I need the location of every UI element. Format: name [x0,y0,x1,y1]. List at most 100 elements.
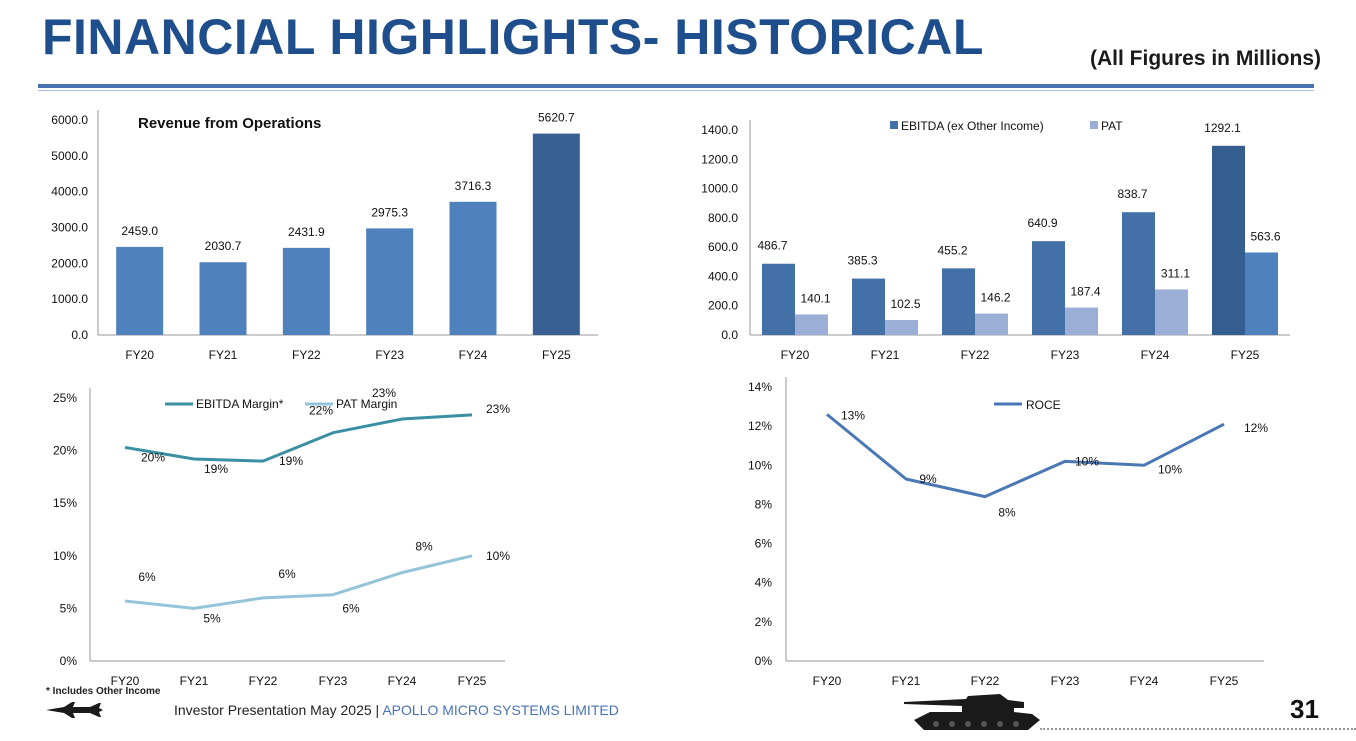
data-label: 10% [486,549,510,563]
x-tick-label: FY20 [111,674,140,688]
footer-text: Investor Presentation May 2025 | APOLLO … [174,702,619,718]
pat-bar [1065,307,1098,335]
y-tick-label: 600.0 [708,240,738,254]
y-tick-label: 1000.0 [701,182,738,196]
data-label: 6% [278,567,296,581]
y-tick-label: 4% [755,576,773,590]
pat-margin-line [124,554,473,610]
dotted-divider [1040,728,1356,730]
x-tick-label: FY25 [458,674,487,688]
fighter-jet-icon [46,702,103,718]
title-divider [38,84,1314,88]
x-tick-label: FY24 [388,674,417,688]
x-tick-label: FY20 [813,674,842,688]
tank-icon [904,694,1040,730]
data-label: 140.1 [800,291,830,305]
y-tick-label: 0.0 [721,328,738,342]
pat-bar [1155,289,1188,335]
ebitda-pat-chart: 0.0 200.0 400.0 600.0 800.0 1000.0 1200.0 1400.… [701,119,1290,362]
y-tick-label: 20% [53,444,77,458]
y-tick-label: 6000.0 [51,113,88,127]
y-tick-label: 0% [755,654,773,668]
x-tick-label: FY24 [459,348,488,362]
presentation-label: Investor Presentation May 2025 | [174,702,380,718]
y-tick-label: 1200.0 [701,152,738,166]
ebitda-bar [852,278,885,335]
roce-line [826,413,1225,499]
data-label: 187.4 [1070,285,1100,299]
x-tick-label: FY20 [781,348,810,362]
data-label: 10% [1158,462,1182,476]
data-label: 2459.0 [121,224,158,238]
y-tick-label: 400.0 [708,269,738,283]
y-tick-label: 6% [755,537,773,551]
data-label: 20% [141,450,165,464]
data-label: 8% [998,506,1016,520]
data-label: 486.7 [757,239,787,253]
y-tick-label: 0% [60,654,78,668]
x-tick-label: FY20 [125,348,154,362]
data-label: 102.5 [890,297,920,311]
x-tick-label: FY22 [249,674,278,688]
x-tick-label: FY22 [961,348,990,362]
data-label: 385.3 [847,254,877,268]
ebitda-bar [1212,145,1245,335]
data-label: 19% [204,462,228,476]
x-tick-label: FY24 [1130,674,1159,688]
data-label: 22% [309,404,333,418]
revenue-bar [199,262,247,335]
data-label: 1292.1 [1204,121,1241,135]
data-label: 5620.7 [538,111,575,125]
legend-label: PAT [1101,119,1123,133]
data-label: 2431.9 [288,225,325,239]
roce-chart: 0% 2% 4% 6% 8% 10% 12% 14% 13% 9% 8% 10% 10% 12% FY20 F… [748,377,1268,688]
pat-bar [795,314,828,335]
legend-swatch-ebitda [890,121,898,129]
y-tick-label: 10% [748,458,772,472]
units-note: (All Figures in Millions) [1090,47,1321,70]
ebitda-bar [762,263,795,335]
x-tick-label: FY23 [319,674,348,688]
x-tick-label: FY23 [1051,348,1080,362]
y-tick-label: 2000.0 [51,256,88,270]
data-label: 640.9 [1027,216,1057,230]
y-tick-label: 4000.0 [51,185,88,199]
x-tick-label: FY25 [1231,348,1260,362]
revenue-bar [532,133,580,335]
company-name: APOLLO MICRO SYSTEMS LIMITED [382,702,619,718]
footnote: * Includes Other Income [46,686,161,697]
x-tick-label: FY21 [180,674,209,688]
y-tick-label: 14% [748,380,772,394]
y-tick-label: 8% [755,497,773,511]
revenue-bar [449,201,497,335]
x-tick-label: FY21 [209,348,238,362]
data-label: 455.2 [937,243,967,257]
y-tick-label: 5000.0 [51,149,88,163]
y-tick-label: 0.0 [71,328,88,342]
x-tick-label: FY23 [375,348,404,362]
legend-label: EBITDA (ex Other Income) [901,119,1044,133]
data-label: 563.6 [1250,229,1280,243]
y-tick-label: 10% [53,549,77,563]
x-tick-label: FY22 [292,348,321,362]
data-label: 10% [1075,454,1099,468]
y-tick-label: 2% [755,615,773,629]
x-tick-label: FY21 [871,348,900,362]
data-label: 8% [415,540,433,554]
data-label: 13% [841,408,865,422]
data-label: 6% [138,570,156,584]
pat-bar [975,313,1008,335]
y-tick-label: 1000.0 [51,292,88,306]
data-label: 23% [486,402,510,416]
data-label: 838.7 [1117,187,1147,201]
legend-label: ROCE [1026,398,1061,412]
y-tick-label: 800.0 [708,211,738,225]
pat-bar [885,319,918,335]
x-tick-label: FY22 [971,674,1000,688]
legend-label: EBITDA Margin* [196,397,284,411]
chart-title: Revenue from Operations [138,115,321,132]
ebitda-bar [1032,241,1065,335]
pat-bar [1245,252,1278,335]
title-divider-thin [38,90,1314,91]
revenue-bar [366,228,414,335]
